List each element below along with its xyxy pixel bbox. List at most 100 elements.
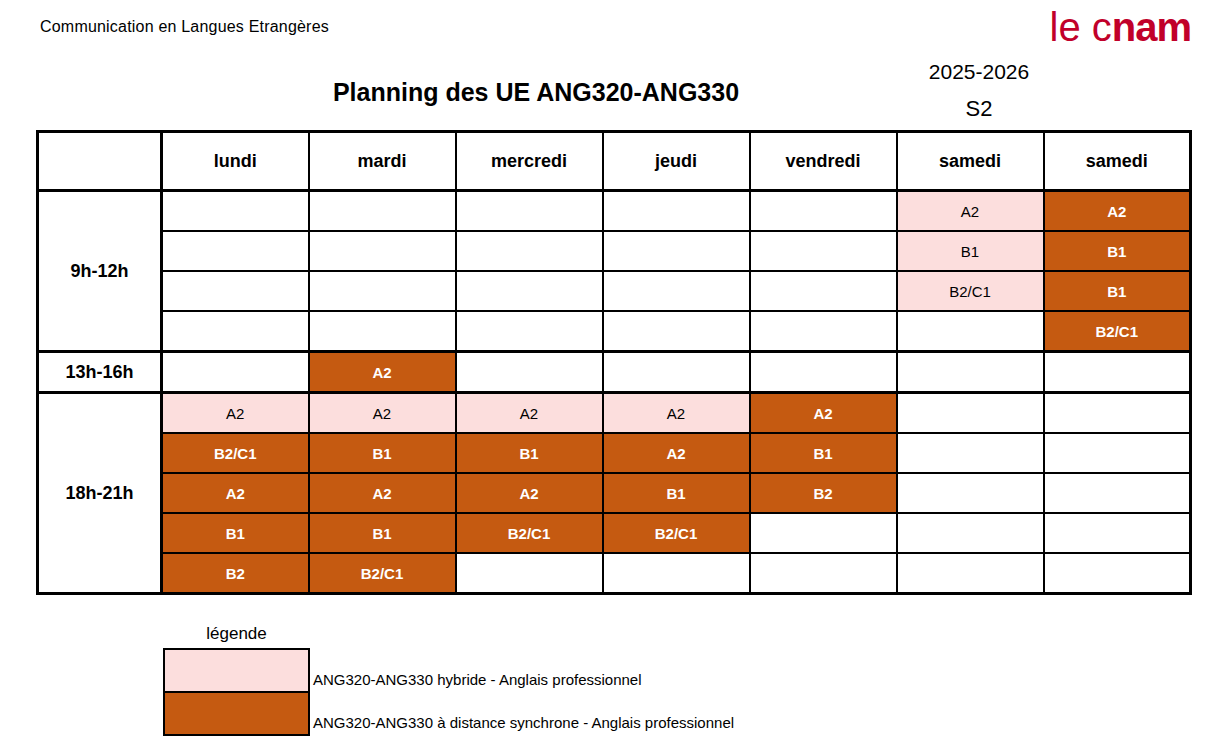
schedule-row: B1B1 [38,231,1191,271]
schedule-cell-lundi-0: B2 [162,553,309,594]
day-header-lundi-0: lundi [162,132,309,191]
schedule-cell-mardi-1 [309,311,456,352]
schedule-cell-jeudi-3: B1 [603,473,750,513]
schedule-cell-mardi-1: A2 [309,473,456,513]
schedule-cell-samedi-5: B2/C1 [897,271,1044,311]
schedule-cell-jeudi-3 [603,311,750,352]
legend-label-distance: ANG320-ANG330 à distance synchrone - Ang… [313,714,734,731]
day-header-row: lundimardimercredijeudivendredisamedisam… [38,132,1191,191]
schedule-row: B1B1B2/C1B2/C1 [38,513,1191,553]
schedule-cell-lundi-0 [162,352,309,393]
schedule-cell-mardi-1: A2 [309,352,456,393]
schedule-row: B2/C1B1B1A2B1 [38,433,1191,473]
schedule-cell-vendredi-4 [750,311,897,352]
schedule-row: A2A2A2B1B2 [38,473,1191,513]
cnam-logo: le cnam [1050,4,1192,50]
schedule-cell-vendredi-4 [750,271,897,311]
schedule-cell-jeudi-3: A2 [603,393,750,434]
schedule-row: B2B2/C1 [38,553,1191,594]
schedule-cell-samedi-6 [1044,433,1191,473]
day-header-mercredi-2: mercredi [456,132,603,191]
schedule-cell-lundi-0 [162,271,309,311]
schedule-row: 18h-21hA2A2A2A2A2 [38,393,1191,434]
schedule-cell-vendredi-4 [750,191,897,232]
schedule-row: 13h-16hA2 [38,352,1191,393]
schedule-cell-vendredi-4: B2 [750,473,897,513]
schedule-cell-samedi-6: B1 [1044,231,1191,271]
schedule-cell-mardi-1 [309,231,456,271]
schedule-cell-lundi-0 [162,191,309,232]
schedule-cell-mercredi-2 [456,191,603,232]
schedule-cell-samedi-5 [897,513,1044,553]
day-header-jeudi-3: jeudi [603,132,750,191]
schedule-cell-lundi-0: B2/C1 [162,433,309,473]
schedule-cell-lundi-0: A2 [162,393,309,434]
schedule-cell-vendredi-4 [750,553,897,594]
day-header-vendredi-4: vendredi [750,132,897,191]
schedule-cell-samedi-5: B1 [897,231,1044,271]
schedule-cell-mardi-1: B2/C1 [309,553,456,594]
schedule-cell-mardi-1 [309,191,456,232]
schedule-cell-lundi-0 [162,231,309,271]
schedule-cell-jeudi-3 [603,231,750,271]
schedule-cell-mardi-1: B1 [309,513,456,553]
schedule-cell-samedi-5 [897,553,1044,594]
schedule-cell-jeudi-3 [603,191,750,232]
schedule-cell-mercredi-2 [456,311,603,352]
semester-label: S2 [906,96,1052,122]
schedule-cell-jeudi-3: B2/C1 [603,513,750,553]
schedule-cell-samedi-6: B1 [1044,271,1191,311]
schedule-cell-samedi-6 [1044,393,1191,434]
day-header-samedi-5: samedi [897,132,1044,191]
planning-table-wrap: lundimardimercredijeudivendredisamedisam… [36,130,1192,595]
academic-year: 2025-2026 [906,60,1052,84]
schedule-cell-samedi-6 [1044,352,1191,393]
cnam-logo-bold-text: nam [1112,5,1191,49]
schedule-cell-mercredi-2: A2 [456,393,603,434]
page-title: Planning des UE ANG320-ANG330 [36,78,1036,107]
schedule-cell-mercredi-2: B2/C1 [456,513,603,553]
schedule-cell-samedi-5 [897,393,1044,434]
schedule-row: B2/C1B1 [38,271,1191,311]
legend-swatch-hybride [163,648,310,693]
day-header-samedi-6: samedi [1044,132,1191,191]
schedule-cell-mercredi-2: A2 [456,473,603,513]
schedule-cell-samedi-5 [897,311,1044,352]
legend-swatch-distance [163,691,310,736]
schedule-cell-vendredi-4 [750,513,897,553]
schedule-cell-mercredi-2 [456,553,603,594]
legend-item-distance: ANG320-ANG330 à distance synchrone - Ang… [163,693,863,736]
schedule-cell-jeudi-3 [603,352,750,393]
schedule-cell-mercredi-2 [456,231,603,271]
legend-item-hybride: ANG320-ANG330 hybride - Anglais professi… [163,648,863,693]
schedule-cell-mercredi-2 [456,271,603,311]
time-label-18h-21h: 18h-21h [38,393,162,594]
schedule-cell-vendredi-4 [750,231,897,271]
schedule-cell-samedi-5 [897,473,1044,513]
day-header-mardi-1: mardi [309,132,456,191]
schedule-cell-samedi-5 [897,352,1044,393]
schedule-row: B2/C1 [38,311,1191,352]
schedule-cell-jeudi-3: A2 [603,433,750,473]
time-label-9h-12h: 9h-12h [38,191,162,352]
legend-title: légende [163,624,310,644]
schedule-cell-samedi-6 [1044,473,1191,513]
schedule-cell-lundi-0: B1 [162,513,309,553]
legend: légende ANG320-ANG330 hybride - Anglais … [163,624,863,736]
planning-page: Communication en Langues Etrangères le c… [0,0,1227,744]
schedule-cell-samedi-6 [1044,513,1191,553]
legend-label-hybride: ANG320-ANG330 hybride - Anglais professi… [313,671,642,688]
schedule-row: 9h-12hA2A2 [38,191,1191,232]
schedule-cell-samedi-5: A2 [897,191,1044,232]
schedule-cell-mardi-1: B1 [309,433,456,473]
cnam-logo-light-text: le c [1050,5,1112,49]
schedule-cell-lundi-0 [162,311,309,352]
schedule-cell-lundi-0: A2 [162,473,309,513]
schedule-cell-mercredi-2: B1 [456,433,603,473]
schedule-cell-jeudi-3 [603,553,750,594]
schedule-cell-samedi-5 [897,433,1044,473]
schedule-cell-vendredi-4: B1 [750,433,897,473]
schedule-cell-mercredi-2 [456,352,603,393]
planning-table: lundimardimercredijeudivendredisamedisam… [36,130,1192,595]
schedule-cell-samedi-6: B2/C1 [1044,311,1191,352]
